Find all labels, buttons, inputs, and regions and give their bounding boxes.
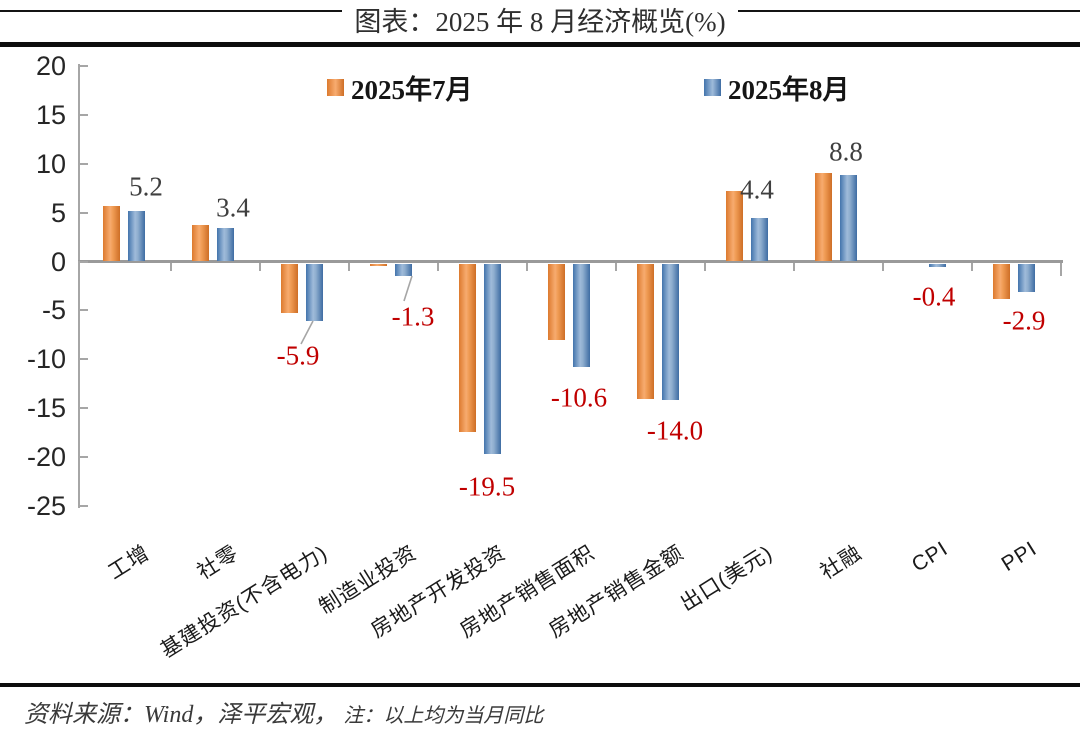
value-label: -1.3 <box>391 301 435 332</box>
y-tick-label: -25 <box>26 491 66 521</box>
bar-aug <box>573 263 590 368</box>
bar-aug <box>751 218 768 262</box>
legend-label-jul: 2025年7月 <box>351 75 473 105</box>
footer-divider-rule <box>0 683 1080 687</box>
bar-group-xiaoshou-jine <box>616 0 705 700</box>
bar-jul <box>637 263 654 400</box>
note-text: 注：以上均为当月同比 <box>343 705 544 727</box>
bar-group-sheling <box>171 0 260 700</box>
bar-group-jijian <box>260 0 349 700</box>
y-tick-label: 0 <box>50 246 66 277</box>
bar-group-xiaoshou-mianji <box>527 0 616 700</box>
y-tick-label: 20 <box>35 50 66 81</box>
bar-aug <box>306 263 323 322</box>
value-label: 4.4 <box>740 174 774 205</box>
value-label: -5.9 <box>276 340 320 371</box>
bar-group-ppi <box>972 0 1061 700</box>
bar-aug <box>1018 263 1035 292</box>
footer: 资料来源：Wind，泽平宏观， 注：以上均为当月同比 <box>24 694 543 729</box>
bar-jul <box>192 225 209 262</box>
y-tick-label: -10 <box>26 344 66 375</box>
bar-group-zhizaoye <box>349 0 438 700</box>
bar-jul <box>548 263 565 340</box>
bar-jul <box>103 205 120 262</box>
bar-group-sherong <box>794 0 883 700</box>
y-tick-label: 5 <box>50 197 66 228</box>
x-axis-zero-line <box>78 260 1063 263</box>
value-label: 3.4 <box>216 192 250 223</box>
bar-jul <box>993 263 1010 299</box>
header-divider-rule <box>0 42 1080 47</box>
value-label: -2.9 <box>1002 305 1046 336</box>
bar-aug <box>662 263 679 401</box>
value-label: -14.0 <box>646 415 704 446</box>
bar-aug <box>484 263 501 455</box>
source-text: 资料来源：Wind，泽平宏观， <box>24 702 338 728</box>
y-tick-label: -20 <box>26 442 66 473</box>
y-tick-label: 10 <box>35 148 66 179</box>
bar-aug <box>840 175 857 262</box>
legend-item-jul: 2025年7月 <box>327 68 473 107</box>
value-label: -19.5 <box>458 471 516 502</box>
chart-title: 图表：2025 年 8 月经济概览(%) <box>342 2 738 42</box>
y-tick-label: -15 <box>26 393 66 424</box>
bar-group-dichan-kaifa <box>438 0 527 700</box>
y-tick-label: -5 <box>41 295 66 326</box>
bar-jul <box>459 263 476 432</box>
bar-aug <box>395 263 412 277</box>
bar-group-cpi <box>883 0 972 700</box>
title-wrap: 图表：2025 年 8 月经济概览(%) <box>0 0 1080 42</box>
bar-jul <box>370 263 387 267</box>
legend-item-aug: 2025年8月 <box>704 68 850 107</box>
y-tick-label: 15 <box>35 99 66 130</box>
bar-jul <box>726 191 743 262</box>
legend-label-aug: 2025年8月 <box>728 75 850 105</box>
value-label: 8.8 <box>829 136 863 167</box>
y-axis <box>78 64 80 508</box>
bar-group-gongzeng <box>82 0 171 700</box>
legend-swatch-jul-icon <box>327 79 344 96</box>
legend-swatch-aug-icon <box>704 79 721 96</box>
bar-aug <box>217 228 234 262</box>
bar-aug <box>128 210 145 262</box>
value-label: -0.4 <box>912 281 956 312</box>
bar-jul <box>281 263 298 314</box>
bar-aug <box>929 263 946 268</box>
value-label: 5.2 <box>129 171 163 202</box>
value-label: -10.6 <box>550 382 608 413</box>
bar-group-chukou <box>705 0 794 700</box>
bar-jul <box>815 173 832 262</box>
